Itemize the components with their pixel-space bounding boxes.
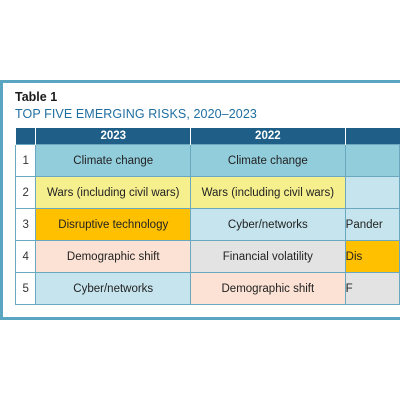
risk-cell: Cyber/networks [35, 272, 192, 305]
header-row: 2023 2022 [14, 128, 400, 145]
table-row: 4 Demographic shift Financial volatility Di… [14, 240, 400, 273]
risk-cell [344, 176, 400, 209]
header-2023: 2023 [35, 128, 191, 145]
risk-cell: Dis [344, 240, 400, 273]
risk-cell: Cyber/networks [190, 208, 346, 241]
rank-cell: 1 [14, 144, 37, 177]
rank-cell: 5 [14, 272, 37, 305]
rank-cell: 3 [14, 208, 37, 241]
emerging-risks-table: 2023 2022 1 Climate change Climate change 2… [14, 128, 400, 305]
table-frame: Table 1 TOP FIVE EMERGING RISKS, 2020–20… [0, 80, 400, 320]
rank-cell: 2 [14, 176, 37, 209]
header-2022: 2022 [190, 128, 346, 145]
risk-cell: Financial volatility [190, 240, 346, 273]
table-title: TOP FIVE EMERGING RISKS, 2020–2023 [15, 107, 257, 121]
risk-cell: Wars (including civil wars) [35, 176, 192, 209]
header-rank [14, 128, 36, 145]
table-row: 1 Climate change Climate change [14, 144, 400, 177]
risk-cell: Climate change [190, 144, 346, 177]
table-row: 2 Wars (including civil wars) Wars (includ… [14, 176, 400, 209]
risk-cell: Climate change [35, 144, 192, 177]
risk-cell: F [344, 272, 400, 305]
table-caption: Table 1 [15, 90, 58, 104]
risk-cell: Demographic shift [35, 240, 192, 273]
table-row: 3 Disruptive technology Cyber/networks Pand… [14, 208, 400, 241]
table-row: 5 Cyber/networks Demographic shift F [14, 272, 400, 305]
risk-cell: Demographic shift [190, 272, 346, 305]
header-next-year [344, 128, 400, 145]
risk-cell: Disruptive technology [35, 208, 192, 241]
risk-cell: Wars (including civil wars) [190, 176, 346, 209]
rank-cell: 4 [14, 240, 37, 273]
risk-cell [344, 144, 400, 177]
risk-cell: Pander [344, 208, 400, 241]
